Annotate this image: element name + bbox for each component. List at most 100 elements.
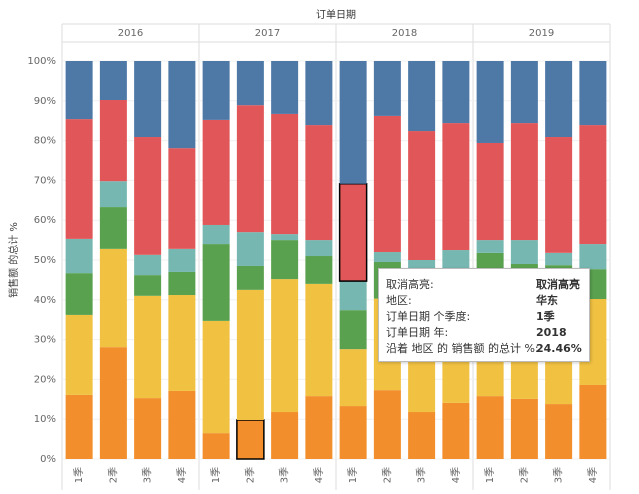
bar-segment <box>305 283 333 397</box>
bar-segment <box>579 125 607 245</box>
bar-segment <box>476 61 504 143</box>
bar-segment <box>545 404 573 459</box>
bar-segment <box>339 310 367 350</box>
bar-segment <box>338 182 368 282</box>
y-tick-label: 50% <box>34 255 56 266</box>
bar-segment <box>168 61 196 149</box>
tooltip: 取消高亮: 取消高亮 地区: 华东 订单日期 个季度: 1季 订单日期 年: 2018 沿着 地… <box>378 268 590 362</box>
bar-segment <box>510 61 538 124</box>
bar-segment <box>168 295 196 391</box>
bar-segment <box>65 314 93 395</box>
bar-segment <box>271 240 299 280</box>
x-tick-label: 3季 <box>142 467 154 483</box>
bar-segment <box>65 119 93 239</box>
bar-segment <box>99 181 127 208</box>
bar-segment <box>134 254 162 276</box>
bar-segment <box>134 398 162 459</box>
bar-segment <box>65 61 93 120</box>
y-tick-label: 60% <box>34 215 56 226</box>
bar-segment <box>236 419 265 460</box>
x-tick-label: 1季 <box>73 467 85 483</box>
bar-segment <box>65 394 93 459</box>
bar-segment <box>339 349 367 407</box>
x-tick-label: 2季 <box>107 467 119 483</box>
tooltip-label: 取消高亮: <box>386 278 434 291</box>
x-tick-label: 3季 <box>279 467 291 483</box>
bar-segment <box>510 240 538 264</box>
x-group-label: 2019 <box>529 28 554 39</box>
bar-segment <box>99 347 127 459</box>
tooltip-row: 取消高亮: 取消高亮 <box>386 277 582 293</box>
bar-segment <box>134 275 162 296</box>
y-tick-label: 30% <box>34 335 56 346</box>
tooltip-value: 华东 <box>536 294 558 307</box>
bar-segment <box>579 384 607 459</box>
x-group-label: 2017 <box>255 28 280 39</box>
bar-segment <box>202 61 230 120</box>
x-tick-label: 1季 <box>347 467 359 483</box>
bar-segment <box>339 281 367 311</box>
bar-segment <box>579 244 607 270</box>
bar-segment <box>373 61 401 116</box>
bar-segment <box>545 137 573 253</box>
tooltip-value: 2018 <box>536 326 567 339</box>
y-tick-label: 20% <box>34 374 56 385</box>
tooltip-label: 订单日期 年: <box>386 326 449 339</box>
bar-segment <box>545 61 573 138</box>
bar-segment <box>168 271 196 296</box>
tooltip-label: 沿着 地区 的 销售额 的总计 %: <box>386 342 539 355</box>
bar-segment <box>271 412 299 459</box>
bar-segment <box>65 238 93 274</box>
bar-segment <box>579 61 607 126</box>
tooltip-row: 沿着 地区 的 销售额 的总计 %: 24.46% <box>386 341 582 357</box>
bar-segment <box>305 240 333 257</box>
tooltip-value: 取消高亮 <box>536 278 580 291</box>
bar-segment <box>134 61 162 138</box>
bar-segment <box>305 61 333 126</box>
x-tick-label: 2季 <box>518 467 530 483</box>
bar-segment <box>99 100 127 182</box>
bar-segment <box>236 61 264 106</box>
bar-segment <box>99 207 127 249</box>
tooltip-row: 订单日期 年: 2018 <box>386 325 582 341</box>
bar-segment <box>373 252 401 262</box>
x-tick-label: 3季 <box>553 467 565 483</box>
y-tick-label: 70% <box>34 175 56 186</box>
bar-segment <box>339 61 367 184</box>
bar-segment <box>202 119 230 225</box>
tooltip-value: 1季 <box>536 310 555 323</box>
bar-segment <box>236 105 264 233</box>
y-axis-label: 销售额 的总计 % <box>7 222 20 298</box>
bar-segment <box>271 279 299 413</box>
x-tick-label: 4季 <box>176 467 188 483</box>
y-tick-label: 10% <box>34 414 56 425</box>
bar-segment <box>236 265 264 290</box>
x-tick-label: 2季 <box>381 467 393 483</box>
x-tick-label: 4季 <box>450 467 462 483</box>
bar-segment <box>271 113 299 235</box>
tooltip-row: 订单日期 个季度: 1季 <box>386 309 582 325</box>
bar-segment <box>510 123 538 241</box>
bar-segment <box>442 61 470 124</box>
bar-segment <box>408 61 436 132</box>
bar-segment <box>271 234 299 241</box>
x-tick-label: 2季 <box>244 467 256 483</box>
bar-segment <box>65 273 93 315</box>
bar-segment <box>442 250 470 272</box>
y-tick-label: 40% <box>34 295 56 306</box>
bar-segment <box>442 402 470 459</box>
bar-segment <box>476 396 504 459</box>
bar-segment <box>168 148 196 249</box>
bar-segment <box>99 61 127 101</box>
bar-segment <box>168 248 196 272</box>
bar-segment <box>305 125 333 241</box>
bar-segment <box>510 398 538 459</box>
y-tick-label: 90% <box>34 96 56 107</box>
bar-segment <box>202 244 230 321</box>
bar-segment <box>339 406 367 459</box>
bar-segment <box>236 289 264 420</box>
bar-segment <box>476 142 504 241</box>
x-tick-label: 1季 <box>210 467 222 483</box>
bar-segment <box>408 412 436 459</box>
